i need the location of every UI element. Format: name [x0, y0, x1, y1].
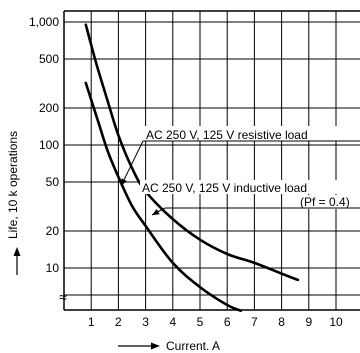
- x-tick-label: 9: [305, 315, 312, 329]
- x-tick-label: 1: [88, 315, 95, 329]
- tick-labels: 1 2 3 4 5 6 7 8 9 10 1,000 500 200 100 50 20 10: [29, 15, 343, 329]
- y-tick-label: 10: [46, 261, 60, 275]
- y-tick-label: 50: [46, 175, 60, 189]
- leader-inductive-head: [152, 209, 160, 215]
- series-label-resistive: AC 250 V, 125 V resistive load: [146, 128, 308, 142]
- x-tick-label: 7: [251, 315, 258, 329]
- y-tick-label: 20: [46, 224, 60, 238]
- label-bg-inductive: [140, 180, 360, 194]
- x-tick-label: 5: [197, 315, 204, 329]
- label-bg-inductive-2: [296, 195, 360, 209]
- y-tick-label: 100: [39, 138, 59, 152]
- y-tick-label: 500: [39, 52, 59, 66]
- x-axis-label: Current. A: [166, 339, 220, 353]
- series-label-inductive-pf: (Pf = 0.4): [300, 195, 350, 209]
- x-tick-label: 4: [169, 315, 176, 329]
- series-labels: AC 250 V, 125 V resistive load AC 250 V, …: [120, 126, 360, 216]
- leader-resistive-head: [121, 178, 127, 186]
- x-tick-label: 3: [142, 315, 149, 329]
- y-axis-arrow-icon: [13, 247, 21, 275]
- series-line-resistive: [84, 23, 300, 282]
- x-tick-label: 2: [115, 315, 122, 329]
- y-axis-break-symbol: ≈: [59, 289, 67, 305]
- leader-resistive: [120, 140, 144, 187]
- x-tick-label: 10: [329, 315, 343, 329]
- series-line-inductive: [84, 81, 243, 312]
- x-tick-label: 6: [224, 315, 231, 329]
- x-tick-label: 8: [278, 315, 285, 329]
- label-bg-resistive: [143, 126, 360, 141]
- x-axis-arrow-icon: [118, 342, 160, 350]
- y-tick-label: 200: [39, 101, 59, 115]
- y-tick-label: 1,000: [29, 15, 59, 29]
- y-axis-label: Life, 10 k operations: [6, 131, 20, 239]
- series-label-inductive: AC 250 V, 125 V inductive load: [142, 181, 307, 195]
- series-group: [84, 23, 300, 312]
- plot-frame: [63, 10, 360, 311]
